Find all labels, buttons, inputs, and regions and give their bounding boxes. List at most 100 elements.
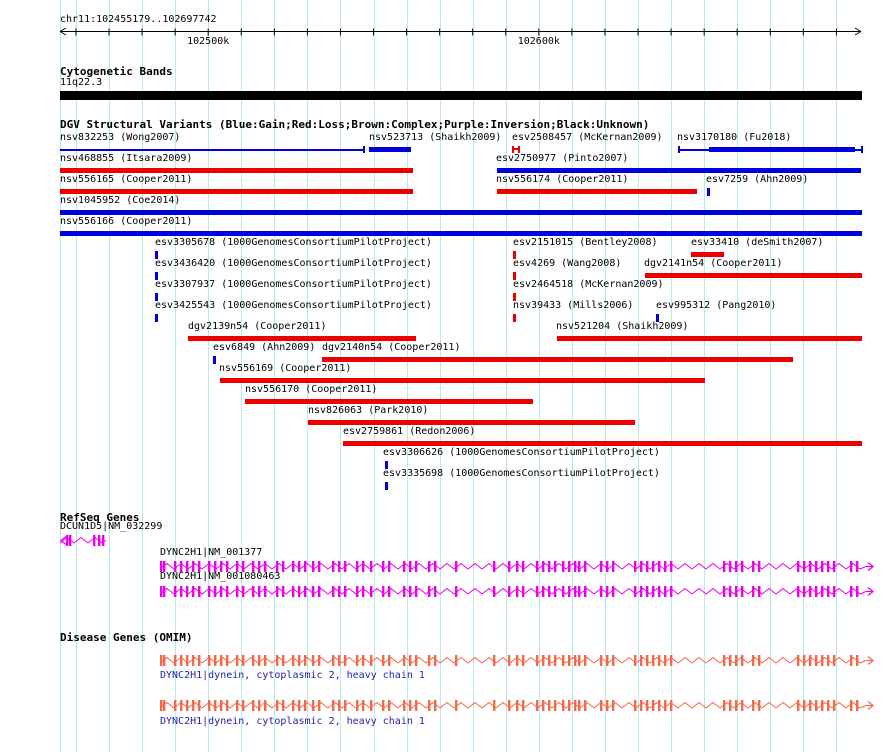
variant-bar[interactable] <box>220 378 705 383</box>
variant-label[interactable]: esv3306626 (1000GenomesConsortiumPilotPr… <box>383 447 660 458</box>
gridline <box>75 0 77 752</box>
gene-glyph[interactable] <box>59 534 116 547</box>
variant-tick[interactable] <box>656 314 659 322</box>
variant-bar[interactable] <box>60 168 413 173</box>
ruler-tick-label: 102500k <box>187 36 230 47</box>
variant-label[interactable]: nsv556165 (Cooper2011) <box>60 174 193 185</box>
variant-bar[interactable] <box>709 147 855 152</box>
ruler-tick-label: 102600k <box>517 36 560 47</box>
refseq-section-title: RefSeq Genes <box>60 511 140 524</box>
gridline <box>472 0 474 752</box>
variant-label[interactable]: esv2759861 (Redon2006) <box>343 426 476 437</box>
gridline <box>505 0 507 752</box>
variant-label[interactable]: nsv556169 (Cooper2011) <box>219 363 352 374</box>
gridline <box>60 0 61 752</box>
variant-label[interactable]: nsv521204 (Shaikh2009) <box>556 321 689 332</box>
gridline <box>604 0 606 752</box>
variant-bar[interactable] <box>322 357 793 362</box>
variant-tick[interactable] <box>513 293 516 301</box>
variant-tick[interactable] <box>155 314 158 322</box>
variant-bar[interactable] <box>60 210 862 215</box>
variant-label[interactable]: esv3335698 (1000GenomesConsortiumPilotPr… <box>383 468 660 479</box>
variant-line[interactable] <box>855 149 861 151</box>
variant-line[interactable] <box>678 149 709 151</box>
variant-label[interactable]: nsv556166 (Cooper2011) <box>60 216 193 227</box>
variant-bar[interactable] <box>308 420 635 425</box>
variant-label[interactable]: esv3436420 (1000GenomesConsortiumPilotPr… <box>155 258 432 269</box>
variant-label[interactable]: nsv468855 (Itsara2009) <box>60 153 193 164</box>
gridline <box>770 0 772 752</box>
variant-tick[interactable] <box>385 482 388 490</box>
variant-connector[interactable] <box>512 148 520 150</box>
variant-label[interactable]: dgv2139n54 (Cooper2011) <box>188 321 327 332</box>
variant-bar[interactable] <box>343 441 862 446</box>
variant-tick[interactable] <box>513 251 516 259</box>
variant-label[interactable]: esv2508457 (McKernan2009) <box>512 132 663 143</box>
variant-label[interactable]: esv2464518 (McKernan2009) <box>513 279 664 290</box>
variant-tick[interactable] <box>385 461 388 469</box>
gridline <box>638 0 640 752</box>
gene-label[interactable]: DYNC2H1|NM_001080463 <box>160 571 281 582</box>
variant-tick[interactable] <box>513 272 516 280</box>
gene-glyph[interactable] <box>159 560 876 573</box>
variant-label[interactable]: nsv832253 (Wong2007) <box>60 132 181 143</box>
variant-label[interactable]: esv3305678 (1000GenomesConsortiumPilotPr… <box>155 237 432 248</box>
variant-bar[interactable] <box>60 231 862 236</box>
omim-section-title: Disease Genes (OMIM) <box>60 631 193 644</box>
variant-bar[interactable] <box>369 147 411 152</box>
gridline <box>340 0 342 752</box>
variant-bar[interactable] <box>497 189 697 194</box>
variant-label[interactable]: nsv556170 (Cooper2011) <box>245 384 378 395</box>
gridline <box>274 0 276 752</box>
variant-label[interactable]: esv33410 (deSmith2007) <box>691 237 824 248</box>
gridline <box>836 0 838 752</box>
variant-tick[interactable] <box>513 314 516 322</box>
chromosome-position-label: chr11:102455179..102697742 <box>60 14 217 25</box>
variant-bar[interactable] <box>497 168 861 173</box>
variant-label[interactable]: dgv2141n54 (Cooper2011) <box>644 258 783 269</box>
variant-tick[interactable] <box>155 272 158 280</box>
dgv-section-title: DGV Structural Variants (Blue:Gain;Red:L… <box>60 118 650 131</box>
variant-label[interactable]: esv2750977 (Pinto2007) <box>496 153 629 164</box>
variant-end-bracket[interactable] <box>861 146 863 153</box>
variant-tick[interactable] <box>155 251 158 259</box>
variant-label[interactable]: esv4269 (Wang2008) <box>513 258 622 269</box>
gene-label[interactable]: DCUN1D5|NM_032299 <box>60 521 163 532</box>
variant-label[interactable]: esv7259 (Ahn2009) <box>706 174 809 185</box>
variant-label[interactable]: nsv1045952 (Coe2014) <box>60 195 181 206</box>
cytogenetic-bands-title: Cytogenetic Bands <box>60 65 173 78</box>
variant-tick[interactable] <box>707 188 710 196</box>
variant-label[interactable]: nsv39433 (Mills2006) <box>513 300 634 311</box>
omim-gene-glyph[interactable] <box>159 699 876 712</box>
variant-label[interactable]: esv3307937 (1000GenomesConsortiumPilotPr… <box>155 279 432 290</box>
gene-glyph[interactable] <box>159 585 876 598</box>
variant-tick[interactable] <box>155 293 158 301</box>
variant-tick[interactable] <box>213 356 216 364</box>
variant-line[interactable] <box>60 149 363 151</box>
variant-bar[interactable] <box>691 252 724 257</box>
variant-end-bracket[interactable] <box>363 146 365 153</box>
variant-bar[interactable] <box>645 273 862 278</box>
variant-label[interactable]: esv2151015 (Bentley2008) <box>513 237 658 248</box>
gridline <box>208 0 210 752</box>
omim-gene-glyph[interactable] <box>159 654 876 667</box>
variant-label[interactable]: dgv2140n54 (Cooper2011) <box>322 342 461 353</box>
variant-label[interactable]: nsv3170180 (Fu2018) <box>677 132 792 143</box>
variant-label[interactable]: esv995312 (Pang2010) <box>656 300 777 311</box>
variant-label[interactable]: nsv826063 (Park2010) <box>308 405 429 416</box>
variant-label[interactable]: nsv556174 (Cooper2011) <box>496 174 629 185</box>
variant-label[interactable]: nsv523713 (Shaikh2009) <box>369 132 502 143</box>
variant-bar[interactable] <box>188 336 416 341</box>
variant-bar[interactable] <box>245 399 533 404</box>
gridline <box>538 0 540 752</box>
variant-bar[interactable] <box>557 336 862 341</box>
omim-gene-label[interactable]: DYNC2H1|dynein, cytoplasmic 2, heavy cha… <box>160 670 425 681</box>
cytoband-bar[interactable] <box>60 91 862 100</box>
variant-label[interactable]: esv3425543 (1000GenomesConsortiumPilotPr… <box>155 300 432 311</box>
gene-label[interactable]: DYNC2H1|NM_001377 <box>160 547 263 558</box>
variant-bar[interactable] <box>60 189 413 194</box>
omim-gene-label[interactable]: DYNC2H1|dynein, cytoplasmic 2, heavy cha… <box>160 716 425 727</box>
variant-label[interactable]: esv6849 (Ahn2009) <box>213 342 316 353</box>
gridline <box>704 0 706 752</box>
